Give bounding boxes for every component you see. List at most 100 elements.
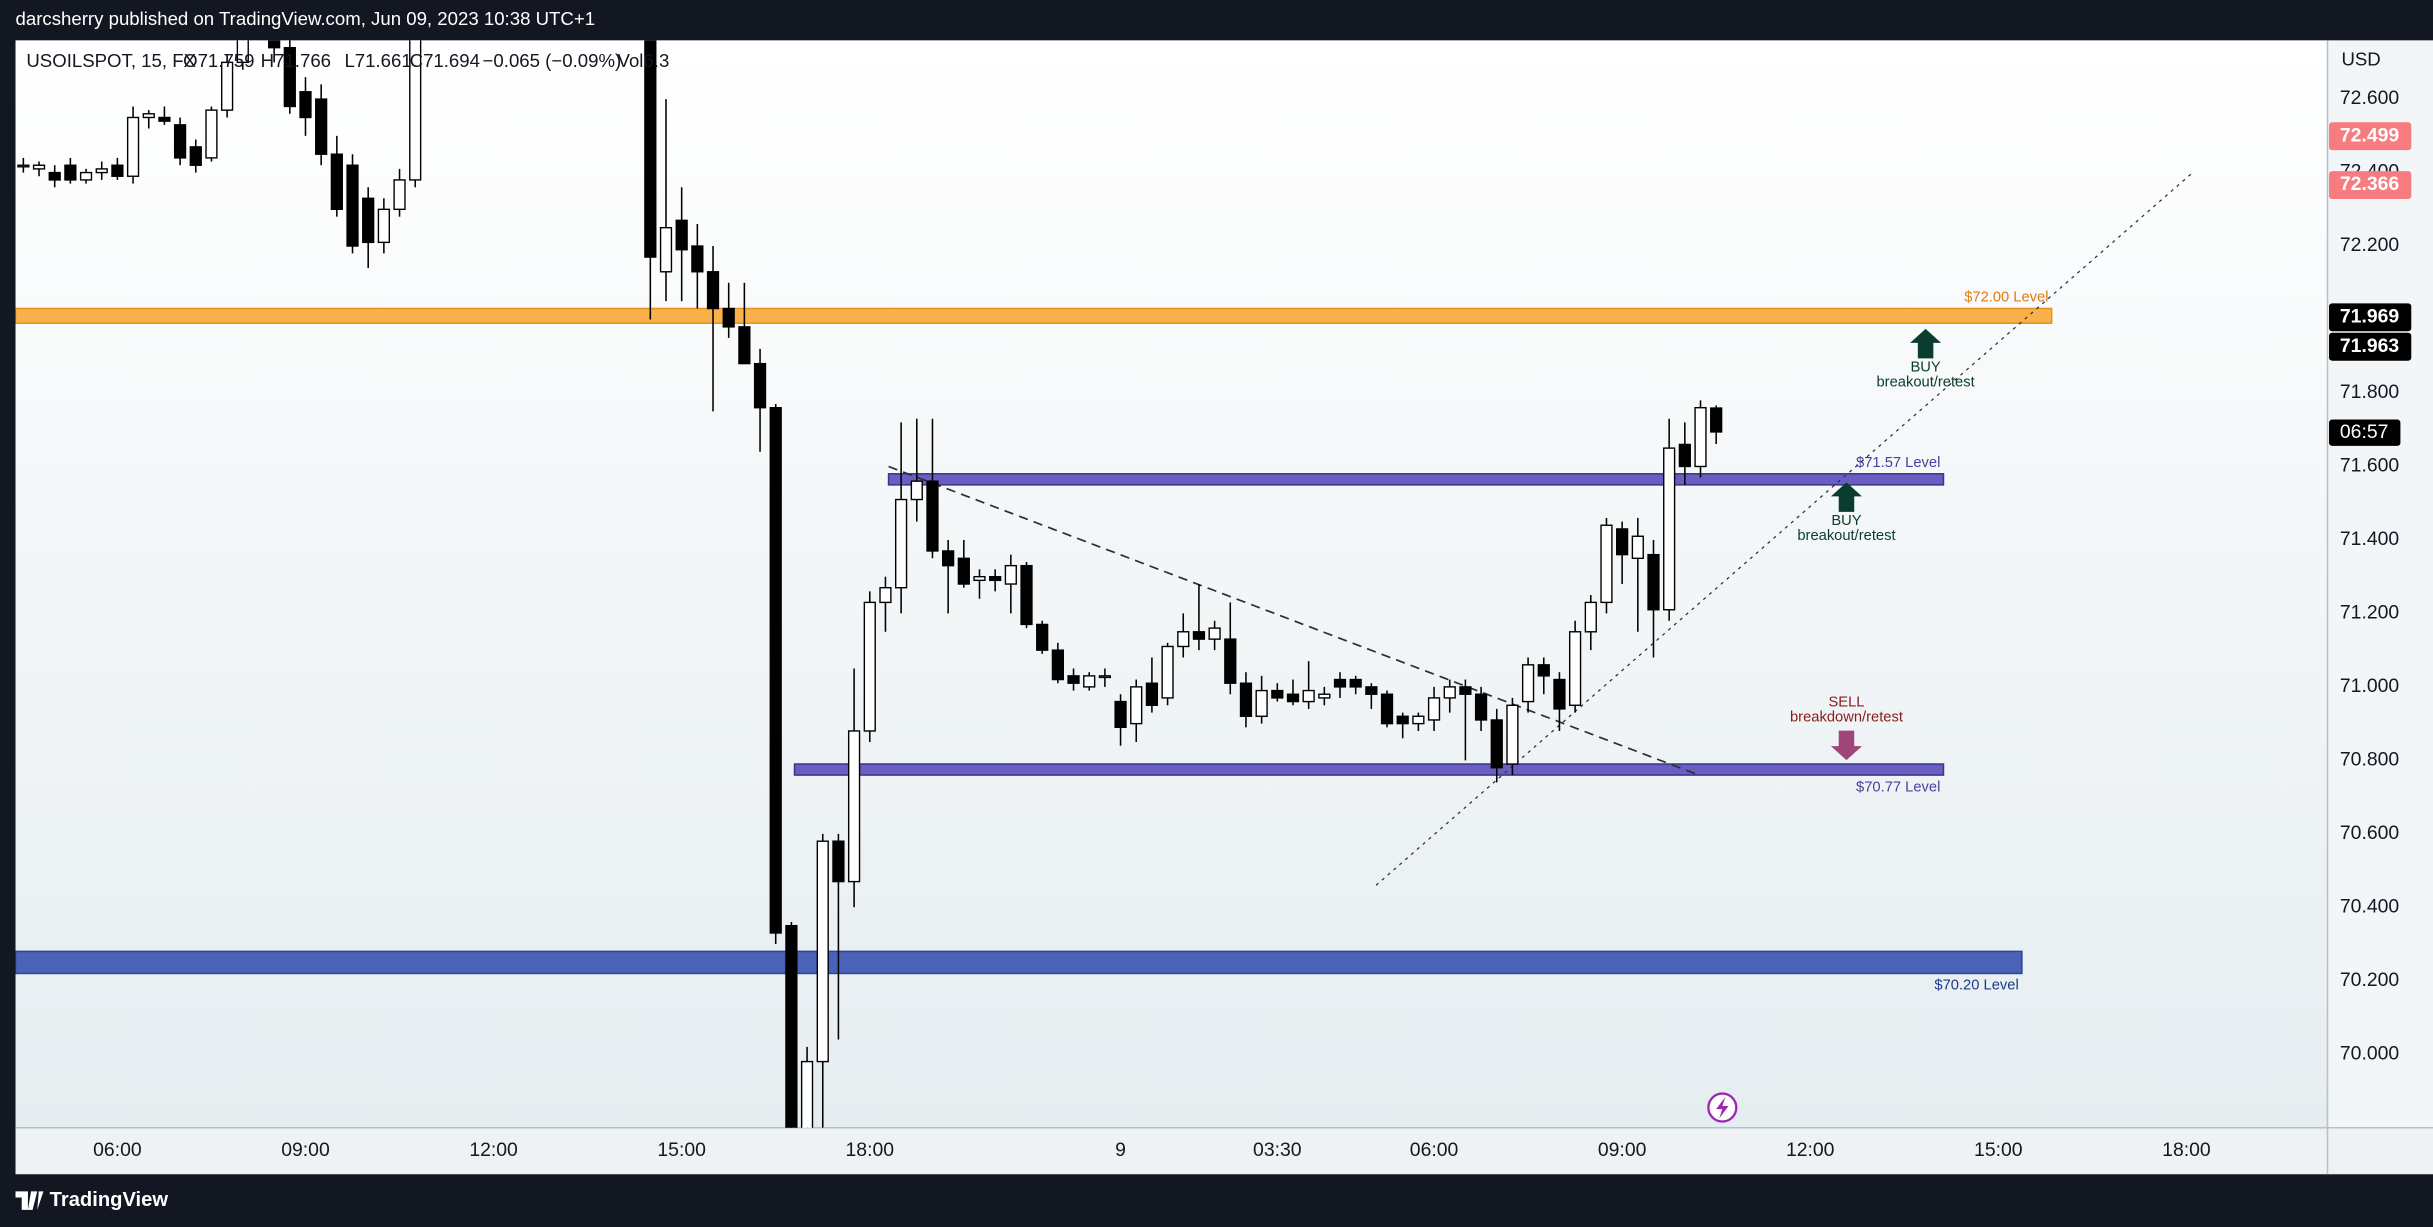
candle-body <box>409 40 422 181</box>
candle-body <box>989 575 1002 582</box>
candle-body <box>1318 693 1331 699</box>
countdown: 06:57 <box>2340 421 2389 443</box>
candle-body <box>1584 601 1597 633</box>
legend-value: H71.766 <box>261 50 331 71</box>
y-tick-label: 71.600 <box>2340 455 2399 477</box>
candle-body <box>283 46 296 108</box>
candle-body <box>816 840 829 1063</box>
x-tick-label: 09:00 <box>1598 1139 1647 1161</box>
annotation-text: breakout/retest <box>1797 528 1895 544</box>
candle-body <box>1427 697 1441 721</box>
level-zone <box>793 763 1945 776</box>
x-tick-label: 06:00 <box>93 1139 142 1161</box>
candle-body <box>738 326 751 365</box>
candle-body <box>1224 638 1237 684</box>
trendline <box>888 465 1700 776</box>
candle-body <box>1412 715 1425 725</box>
x-tick-label: 12:00 <box>469 1139 518 1161</box>
x-tick-label: 18:00 <box>2162 1139 2211 1161</box>
level-label: $70.20 Level <box>1934 978 2018 994</box>
annotation-arrow <box>1830 730 1862 761</box>
candle-body <box>1616 528 1629 556</box>
candle-body <box>1443 686 1456 699</box>
candle-body <box>1051 649 1064 681</box>
y-tick-label: 72.200 <box>2340 234 2399 256</box>
price-badge <box>2329 332 2412 361</box>
level-label: $71.57 Level <box>1856 455 1940 471</box>
y-tick-label: 71.800 <box>2340 381 2399 403</box>
legend-value: Vol6.3 <box>618 50 670 71</box>
candle-body <box>377 208 390 244</box>
candle-body <box>1553 678 1566 710</box>
axes: 72.60072.40072.20072.00071.80071.60071.4… <box>93 87 2412 1161</box>
pane <box>15 40 2328 1128</box>
y-tick-label: 70.200 <box>2340 969 2399 991</box>
candle-body <box>142 113 155 119</box>
candle-body <box>973 575 986 582</box>
candle-body <box>1490 719 1503 769</box>
candle-body <box>1474 693 1488 721</box>
candle-body <box>675 219 688 251</box>
candle-body <box>1083 675 1096 688</box>
x-tick-label: 06:00 <box>1410 1139 1459 1161</box>
candle-body <box>785 924 798 1128</box>
candle-body <box>1255 689 1268 717</box>
x-tick-label: 09:00 <box>281 1139 330 1161</box>
candle-body <box>362 197 375 244</box>
candle-body <box>1349 678 1362 688</box>
candle-body <box>95 168 108 174</box>
candle-body <box>1286 693 1300 703</box>
legend-value: L71.661 <box>344 50 411 71</box>
x-tick-label: 12:00 <box>1786 1139 1835 1161</box>
price-axis <box>2327 40 2433 1128</box>
candle-body <box>691 245 704 273</box>
y-tick-label: 70.000 <box>2340 1042 2399 1064</box>
y-tick-label: 71.000 <box>2340 675 2399 697</box>
level-label: $72.00 Level <box>1964 290 2048 306</box>
candle-body <box>1020 564 1033 626</box>
annotation-text: BUY <box>1831 513 1861 529</box>
level-label: $70.77 Level <box>1856 779 1940 795</box>
y-tick-label: 70.400 <box>2340 895 2399 917</box>
lightning-icon <box>1707 1092 1738 1123</box>
candle-body <box>832 840 845 883</box>
candle-body <box>1302 689 1315 703</box>
y-tick-label: 71.200 <box>2340 602 2399 624</box>
legend-value: −0.065 (−0.09%) <box>483 50 622 71</box>
candle-body <box>126 116 140 177</box>
candle-body <box>659 226 673 273</box>
price-badge-label: 71.963 <box>2340 335 2399 357</box>
annotation-text: breakdown/retest <box>1790 709 1903 725</box>
x-tick-label: 15:00 <box>657 1139 706 1161</box>
y-tick-label: 72.600 <box>2340 87 2399 109</box>
candle-body <box>315 98 328 155</box>
level-zone <box>887 473 1945 486</box>
candle-body <box>393 179 406 211</box>
candle-body <box>894 498 908 589</box>
candle-body <box>769 406 782 934</box>
brand-logo <box>15 1191 44 1210</box>
candle-body <box>330 153 343 211</box>
candle-body <box>1568 631 1582 706</box>
candle-body <box>910 480 923 501</box>
candle-body <box>48 171 61 181</box>
candle-body <box>346 164 359 247</box>
annotation-text: BUY <box>1910 360 1940 376</box>
annotation-arrow <box>1910 328 1942 359</box>
price-badge <box>2329 171 2412 200</box>
price-badge-label: 72.366 <box>2340 173 2399 195</box>
candle-body <box>1631 535 1644 560</box>
annotation-arrow <box>1830 482 1862 512</box>
level-zone <box>15 307 2053 324</box>
price-badge <box>2329 122 2412 151</box>
legend-value: C71.694 <box>410 50 480 71</box>
candle-body <box>706 271 720 310</box>
candle-body <box>220 61 234 111</box>
candle-body <box>800 1060 814 1128</box>
candle-body <box>942 550 955 567</box>
x-tick-label: 18:00 <box>846 1139 895 1161</box>
